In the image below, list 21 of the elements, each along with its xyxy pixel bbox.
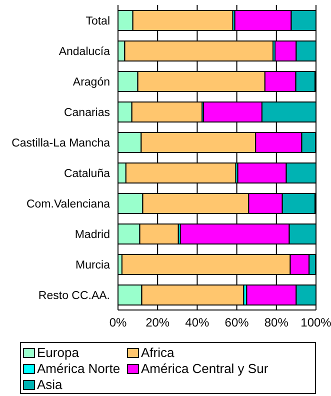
y-tick-label: Madrid: [74, 228, 110, 241]
x-tick-label: 100%: [300, 316, 331, 330]
y-tick-label: Total: [86, 15, 110, 28]
y-tick-label: Andalucía: [58, 46, 111, 58]
y-tick-label: Cataluña: [64, 168, 111, 180]
legend-label: Europa: [37, 345, 79, 361]
legend-label: Asia: [37, 377, 62, 393]
y-tick-label: Murcia: [75, 259, 111, 272]
legend-label: América Norte: [37, 361, 120, 377]
x-tick-label: 0%: [109, 316, 127, 330]
y-tick-label: Resto CC.AA.: [38, 290, 110, 302]
y-tick-label: Aragón: [72, 76, 110, 88]
x-tick-label: 20%: [146, 316, 170, 330]
x-tick-label: 80%: [264, 316, 289, 330]
y-tick-label: Canarias: [64, 106, 110, 119]
legend-label: Africa: [141, 345, 174, 361]
y-tick-label: Castilla-La Mancha: [12, 137, 111, 150]
x-tick-label: 40%: [185, 316, 210, 330]
legend-label: América Central y Sur: [141, 361, 268, 377]
y-tick-label: Com.Valenciana: [26, 198, 111, 210]
x-tick-label: 60%: [224, 316, 250, 330]
